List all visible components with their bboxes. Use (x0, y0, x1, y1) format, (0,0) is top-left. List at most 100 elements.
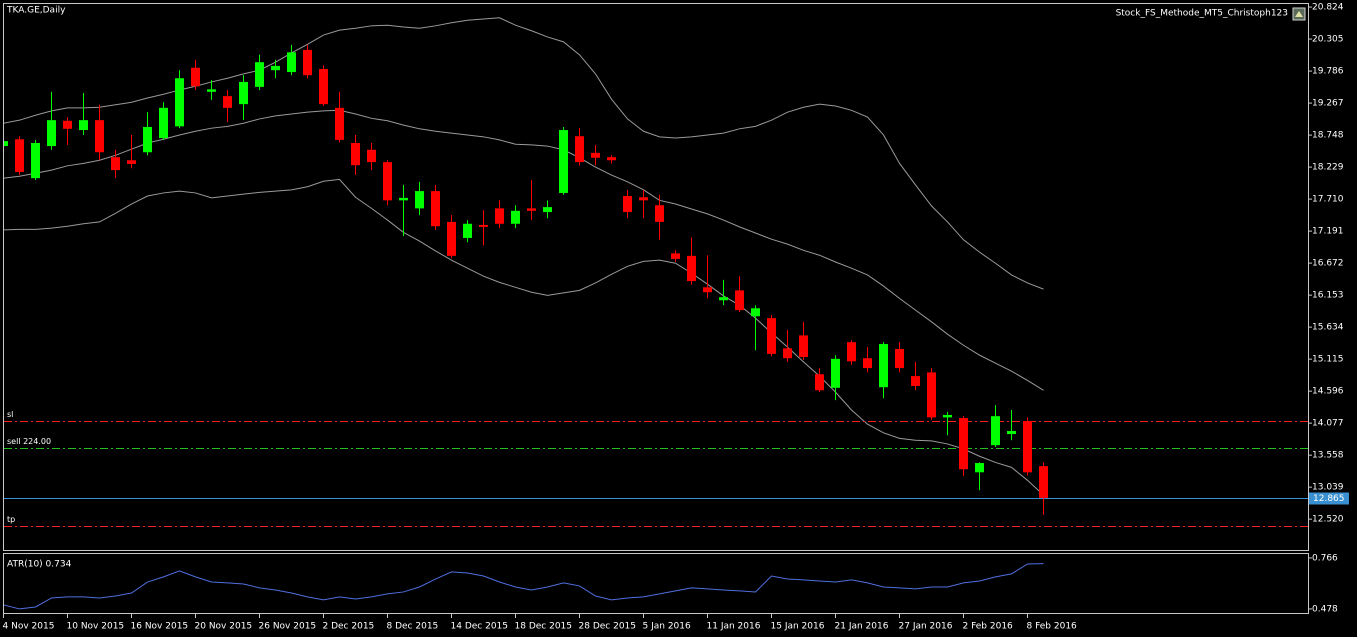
candle-body (399, 197, 408, 201)
candle-body (959, 418, 968, 470)
atr-line (4, 563, 1044, 610)
y-tick-label: 19.786 (1312, 67, 1344, 77)
candle-body (1039, 466, 1048, 498)
x-tick-label: 2 Feb 2016 (963, 622, 1014, 632)
y-tick-label: 0.766 (1312, 553, 1338, 563)
x-tick-label: 20 Nov 2015 (195, 622, 253, 632)
candle-body (127, 160, 136, 164)
atr-plot (4, 563, 1044, 610)
candle-body (527, 208, 536, 211)
level-label: sell 224.00 (7, 437, 51, 446)
candle-body (1007, 430, 1016, 435)
candle-body (207, 89, 216, 92)
x-tick-label: 21 Jan 2016 (835, 622, 889, 632)
candle-body (143, 126, 152, 153)
band-line (4, 178, 1044, 496)
candle-body (847, 342, 856, 362)
candle-body (63, 120, 72, 129)
candle-body (703, 287, 712, 293)
candle-body (575, 136, 584, 163)
x-tick-label: 18 Dec 2015 (515, 622, 573, 632)
x-tick-label: 11 Jan 2016 (707, 622, 761, 632)
candle-body (799, 335, 808, 357)
candle-body (655, 205, 664, 222)
x-tick-label: 8 Dec 2015 (387, 622, 439, 632)
indicator-label: Stock_FS_Methode_MT5_Christoph123 (1116, 9, 1288, 19)
y-tick-label: 20.824 (1312, 3, 1344, 13)
x-tick-label: 8 Feb 2016 (1027, 622, 1078, 632)
x-tick-label: 10 Nov 2015 (67, 622, 125, 632)
candle-body (815, 374, 824, 391)
y-tick-label: 20.305 (1312, 35, 1344, 45)
candle-body (47, 120, 56, 147)
candle-body (719, 297, 728, 301)
chart-title: TKA.GE,Daily (6, 6, 66, 16)
x-tick-label: 27 Jan 2016 (899, 622, 953, 632)
y-tick-label: 0.478 (1312, 604, 1338, 614)
candle-body (559, 130, 568, 193)
candle-body (831, 358, 840, 388)
y-tick-label: 12.520 (1312, 515, 1344, 525)
candle-body (159, 107, 168, 139)
candle-body (383, 162, 392, 201)
candle-body (463, 223, 472, 238)
candle-body (879, 344, 888, 388)
candle-body (1023, 421, 1032, 473)
candle-body (4, 141, 8, 147)
x-tick-label: 5 Jan 2016 (643, 622, 691, 632)
x-tick-label: 14 Dec 2015 (451, 622, 509, 632)
y-tick-label: 17.710 (1312, 195, 1344, 205)
candle-body (511, 210, 520, 224)
candle-body (367, 149, 376, 163)
last-price-label: 12.865 (1313, 494, 1345, 504)
candle-body (223, 96, 232, 108)
candle-body (15, 139, 24, 172)
candle-body (335, 107, 344, 140)
y-tick-label: 18.748 (1312, 131, 1344, 141)
level-label: sl (7, 410, 13, 419)
y-tick-label: 14.596 (1312, 387, 1344, 397)
x-tick-label: 26 Nov 2015 (259, 622, 317, 632)
x-tick-label: 4 Nov 2015 (3, 622, 55, 632)
candle-body (495, 208, 504, 224)
candle-body (687, 255, 696, 282)
candle-body (975, 463, 984, 473)
candle-body (79, 120, 88, 131)
candle-body (751, 308, 760, 317)
x-tick-label: 2 Dec 2015 (323, 622, 375, 632)
axes: 20.824 20.305 19.786 19.267 18.748 18.229 17.7… (3, 3, 1349, 632)
atr-title: ATR(10) 0.734 (7, 560, 72, 570)
candle-body (991, 416, 1000, 446)
candle-body (303, 49, 312, 76)
y-tick-label: 14.077 (1312, 419, 1344, 429)
candle-body (271, 65, 280, 71)
candle-body (319, 68, 328, 105)
candle-body (111, 157, 120, 171)
candle-body (735, 290, 744, 311)
candle-body (31, 142, 40, 179)
candle-body (287, 52, 296, 73)
main-panel-frame (3, 3, 1309, 551)
candle-body (255, 62, 264, 87)
y-tick-label: 13.558 (1312, 451, 1344, 461)
x-tick-label: 15 Jan 2016 (771, 622, 825, 632)
candle-body (239, 81, 248, 105)
y-tick-label: 17.191 (1312, 227, 1344, 237)
candle-body (175, 78, 184, 127)
candle-body (543, 207, 552, 213)
candle-body (191, 67, 200, 87)
last-price-box (1309, 492, 1349, 505)
candle-body (943, 414, 952, 418)
candle-body (479, 225, 488, 227)
candle-body (671, 253, 680, 259)
y-tick-label: 13.039 (1312, 483, 1344, 493)
candle-body (95, 120, 104, 153)
candle-body (895, 348, 904, 369)
main-plot (4, 17, 1308, 527)
y-tick-label: 16.672 (1312, 259, 1344, 269)
atr-panel-frame (3, 553, 1309, 614)
y-tick-label: 16.153 (1312, 291, 1344, 301)
level-label: tp (7, 515, 15, 524)
candle-body (623, 196, 632, 213)
